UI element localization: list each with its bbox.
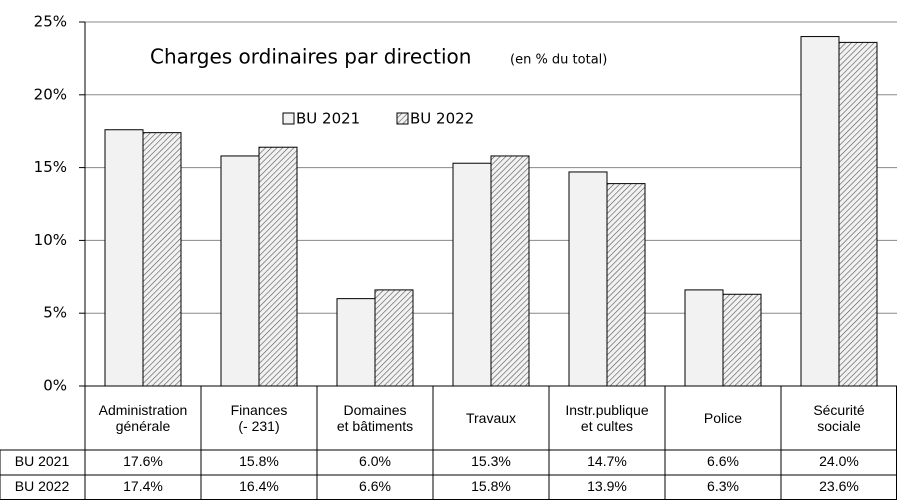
- bar: [606, 183, 646, 387]
- bar: [336, 298, 376, 387]
- bar: [684, 289, 724, 387]
- table-cell: 15.8%: [239, 453, 279, 469]
- table-row-header: BU 2021: [15, 453, 70, 469]
- bar: [142, 132, 182, 387]
- table-row-header: BU 2022: [15, 478, 70, 494]
- bar: [800, 36, 840, 387]
- y-tick-label: 0%: [43, 377, 67, 395]
- x-tick-label: Sécurité sociale: [813, 402, 865, 434]
- x-tick-label: Domaines et bâtiments: [336, 402, 414, 434]
- y-tick-label: 5%: [43, 304, 67, 322]
- bar: [490, 155, 530, 387]
- bar: [220, 155, 260, 387]
- table-cell: 6.0%: [359, 453, 391, 469]
- y-tick-label: 15%: [34, 158, 67, 176]
- bar: [374, 289, 414, 387]
- bar: [838, 41, 878, 387]
- table-cell: 6.6%: [359, 478, 391, 494]
- table-cell: 17.4%: [123, 478, 163, 494]
- table-cell: 6.6%: [707, 453, 739, 469]
- table-cell: 13.9%: [587, 478, 627, 494]
- bar: [104, 129, 144, 387]
- x-label-box: Police: [703, 410, 743, 426]
- y-tick-label: 25%: [34, 13, 67, 31]
- legend-label: BU 2021: [296, 110, 360, 128]
- x-tick-label: Instr.publique et cultes: [565, 402, 649, 434]
- legend-label: BU 2022: [410, 110, 474, 128]
- y-tick-label: 10%: [34, 231, 67, 249]
- x-label-box: Instr.publique et cultes: [565, 402, 649, 434]
- chart-title: Charges ordinaires par direction: [150, 45, 471, 69]
- bar: [568, 171, 608, 387]
- x-tick-label: Police: [703, 410, 743, 426]
- legend-swatch: [282, 112, 295, 125]
- x-label-box: Domaines et bâtiments: [336, 402, 414, 434]
- x-label-box: Finances (- 231): [230, 402, 288, 434]
- legend-swatch: [396, 112, 409, 125]
- bar: [722, 293, 762, 387]
- table-cell: 14.7%: [587, 453, 627, 469]
- bar: [258, 146, 298, 387]
- table-cell: 16.4%: [239, 478, 279, 494]
- y-tick-label: 20%: [34, 85, 67, 103]
- x-label-box: Administration générale: [98, 402, 188, 434]
- table-cell: 24.0%: [819, 453, 859, 469]
- x-tick-label: Finances (- 231): [230, 402, 288, 434]
- x-label-box: Travaux: [465, 410, 517, 426]
- bar: [452, 162, 492, 387]
- table-cell: 23.6%: [819, 478, 859, 494]
- table-cell: 17.6%: [123, 453, 163, 469]
- table-cell: 15.3%: [471, 453, 511, 469]
- x-tick-label: Travaux: [465, 410, 517, 426]
- table-cell: 6.3%: [707, 478, 739, 494]
- x-tick-label: Administration générale: [98, 402, 188, 434]
- table-cell: 15.8%: [471, 478, 511, 494]
- x-label-box: Sécurité sociale: [813, 402, 865, 434]
- chart-subtitle: (en % du total): [510, 53, 607, 68]
